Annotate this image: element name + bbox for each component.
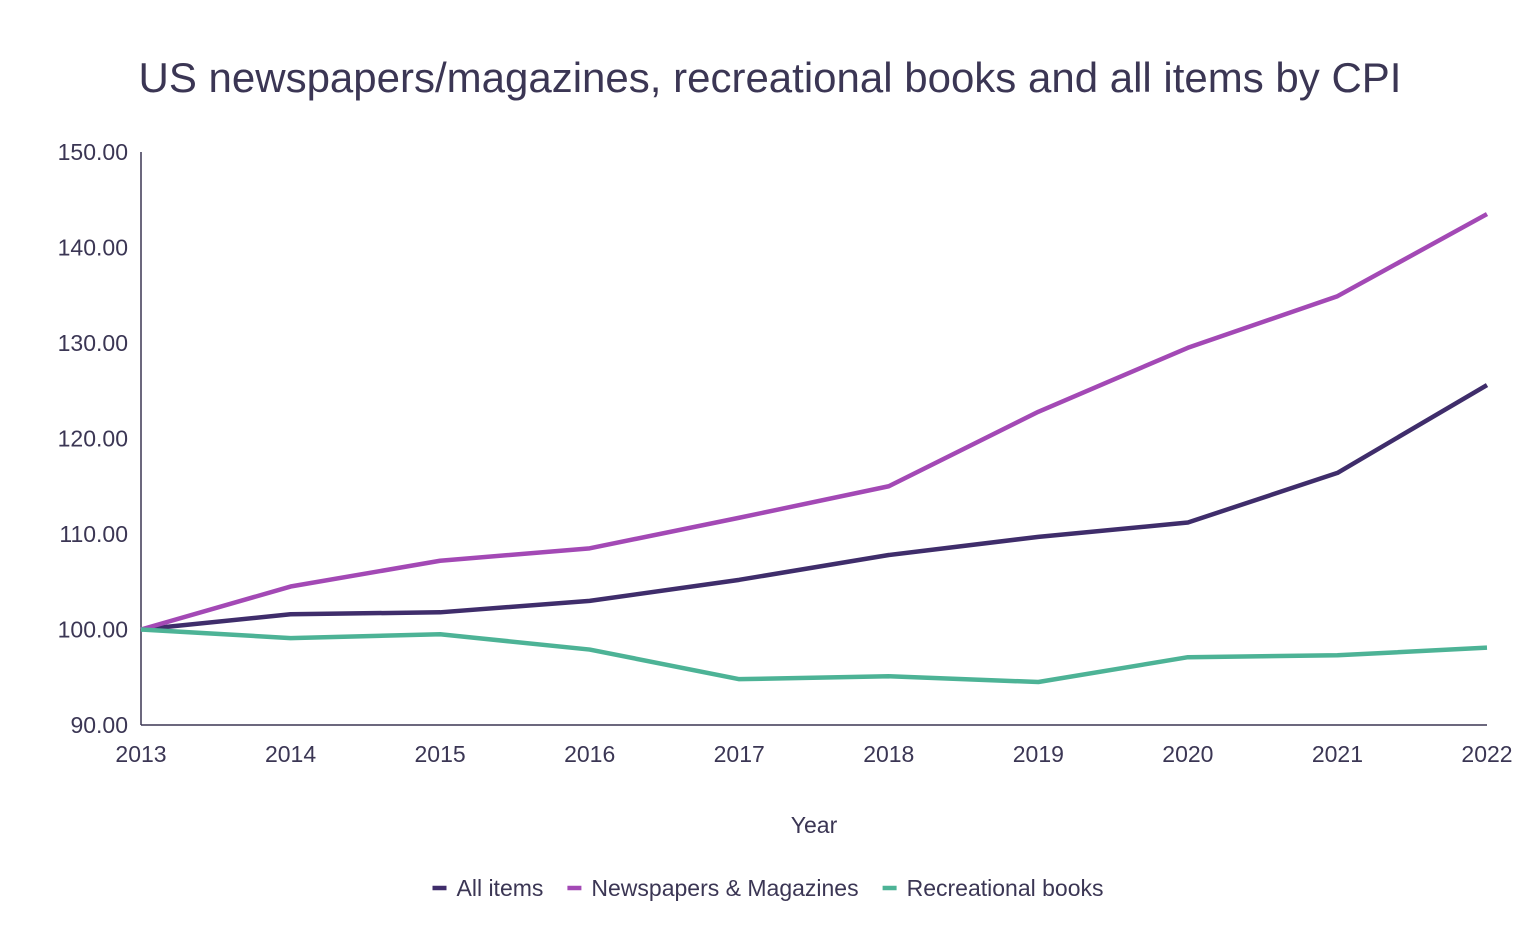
series-line-newspapers-magazines <box>140 212 1489 632</box>
y-tick-label: 100.00 <box>58 617 128 643</box>
y-tick-label: 120.00 <box>58 426 128 452</box>
y-tick-label: 140.00 <box>58 235 128 261</box>
legend-label: Newspapers & Magazines <box>591 875 858 901</box>
chart-title: US newspapers/magazines, recreational bo… <box>139 54 1402 101</box>
x-tick-label: 2014 <box>265 741 316 767</box>
y-tick-label: 150.00 <box>58 139 128 165</box>
x-tick-label: 2021 <box>1312 741 1363 767</box>
x-tick-label: 2016 <box>564 741 615 767</box>
series-line-recreational-books <box>140 627 1488 685</box>
legend-item: All items <box>432 875 544 901</box>
legend-item: Recreational books <box>882 875 1104 901</box>
y-tick-label: 110.00 <box>59 521 128 547</box>
legend-item: Newspapers & Magazines <box>567 875 859 901</box>
x-tick-label: 2017 <box>714 741 765 767</box>
x-axis-label: Year <box>791 812 838 838</box>
x-tick-label: 2015 <box>415 741 466 767</box>
legend-label: All items <box>457 875 544 901</box>
x-tick-label: 2020 <box>1162 741 1213 767</box>
y-tick-label: 90.00 <box>70 712 128 738</box>
x-tick-label: 2013 <box>115 741 166 767</box>
legend-label: Recreational books <box>907 875 1104 901</box>
x-tick-label: 2019 <box>1013 741 1064 767</box>
series-line-all-items <box>140 383 1489 632</box>
x-tick-label: 2018 <box>863 741 914 767</box>
y-tick-label: 130.00 <box>58 330 128 356</box>
x-tick-label: 2022 <box>1461 741 1512 767</box>
